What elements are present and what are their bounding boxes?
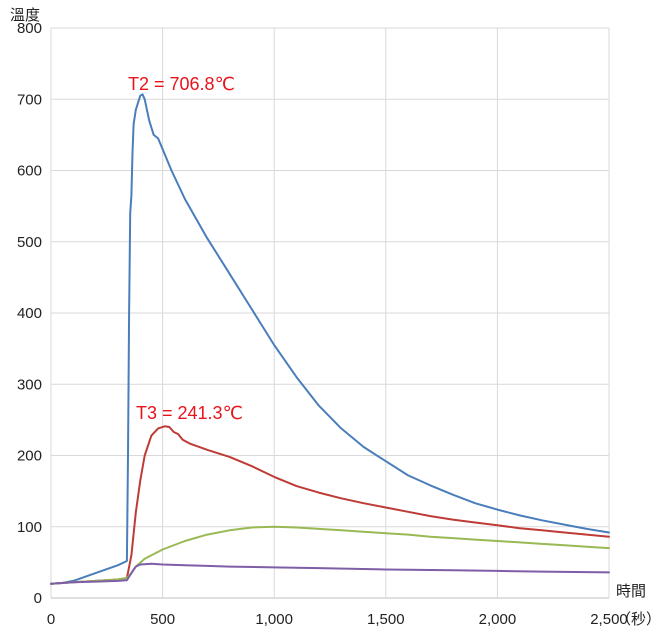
y-tick-label: 0 bbox=[34, 590, 42, 607]
x-tick-label: 0 bbox=[47, 611, 55, 628]
y-tick-label: 500 bbox=[17, 234, 42, 251]
tick-labels: 0 100 200 300 400 500 600 700 800 0 500 1,000 1,500 2… bbox=[17, 20, 628, 628]
series-line-3 bbox=[50, 525, 610, 585]
y-tick-label: 600 bbox=[17, 163, 42, 180]
y-axis-title: 溫度 bbox=[10, 7, 40, 24]
x-axis-unit: （秒） bbox=[616, 611, 661, 628]
x-tick-label: 1,000 bbox=[255, 611, 293, 628]
y-tick-label: 100 bbox=[17, 519, 42, 536]
series-line-1 bbox=[50, 93, 610, 585]
annotation-t3: T3 = 241.3℃ bbox=[136, 403, 243, 423]
x-tick-label: 2,500 bbox=[590, 611, 628, 628]
x-tick-label: 1,500 bbox=[367, 611, 405, 628]
annotation-t2: T2 = 706.8℃ bbox=[128, 74, 235, 94]
y-tick-label: 300 bbox=[17, 376, 42, 393]
x-tick-label: 500 bbox=[150, 611, 175, 628]
y-tick-label: 800 bbox=[17, 20, 42, 37]
x-axis-title: 時間 bbox=[616, 583, 646, 600]
y-tick-label: 200 bbox=[17, 448, 42, 465]
y-tick-label: 400 bbox=[17, 305, 42, 322]
series-line-2 bbox=[50, 425, 610, 585]
y-tick-label: 700 bbox=[17, 91, 42, 108]
x-tick-label: 2,000 bbox=[479, 611, 517, 628]
gridlines bbox=[50, 27, 610, 599]
series-line-4 bbox=[50, 562, 610, 585]
series-layer bbox=[50, 93, 610, 585]
